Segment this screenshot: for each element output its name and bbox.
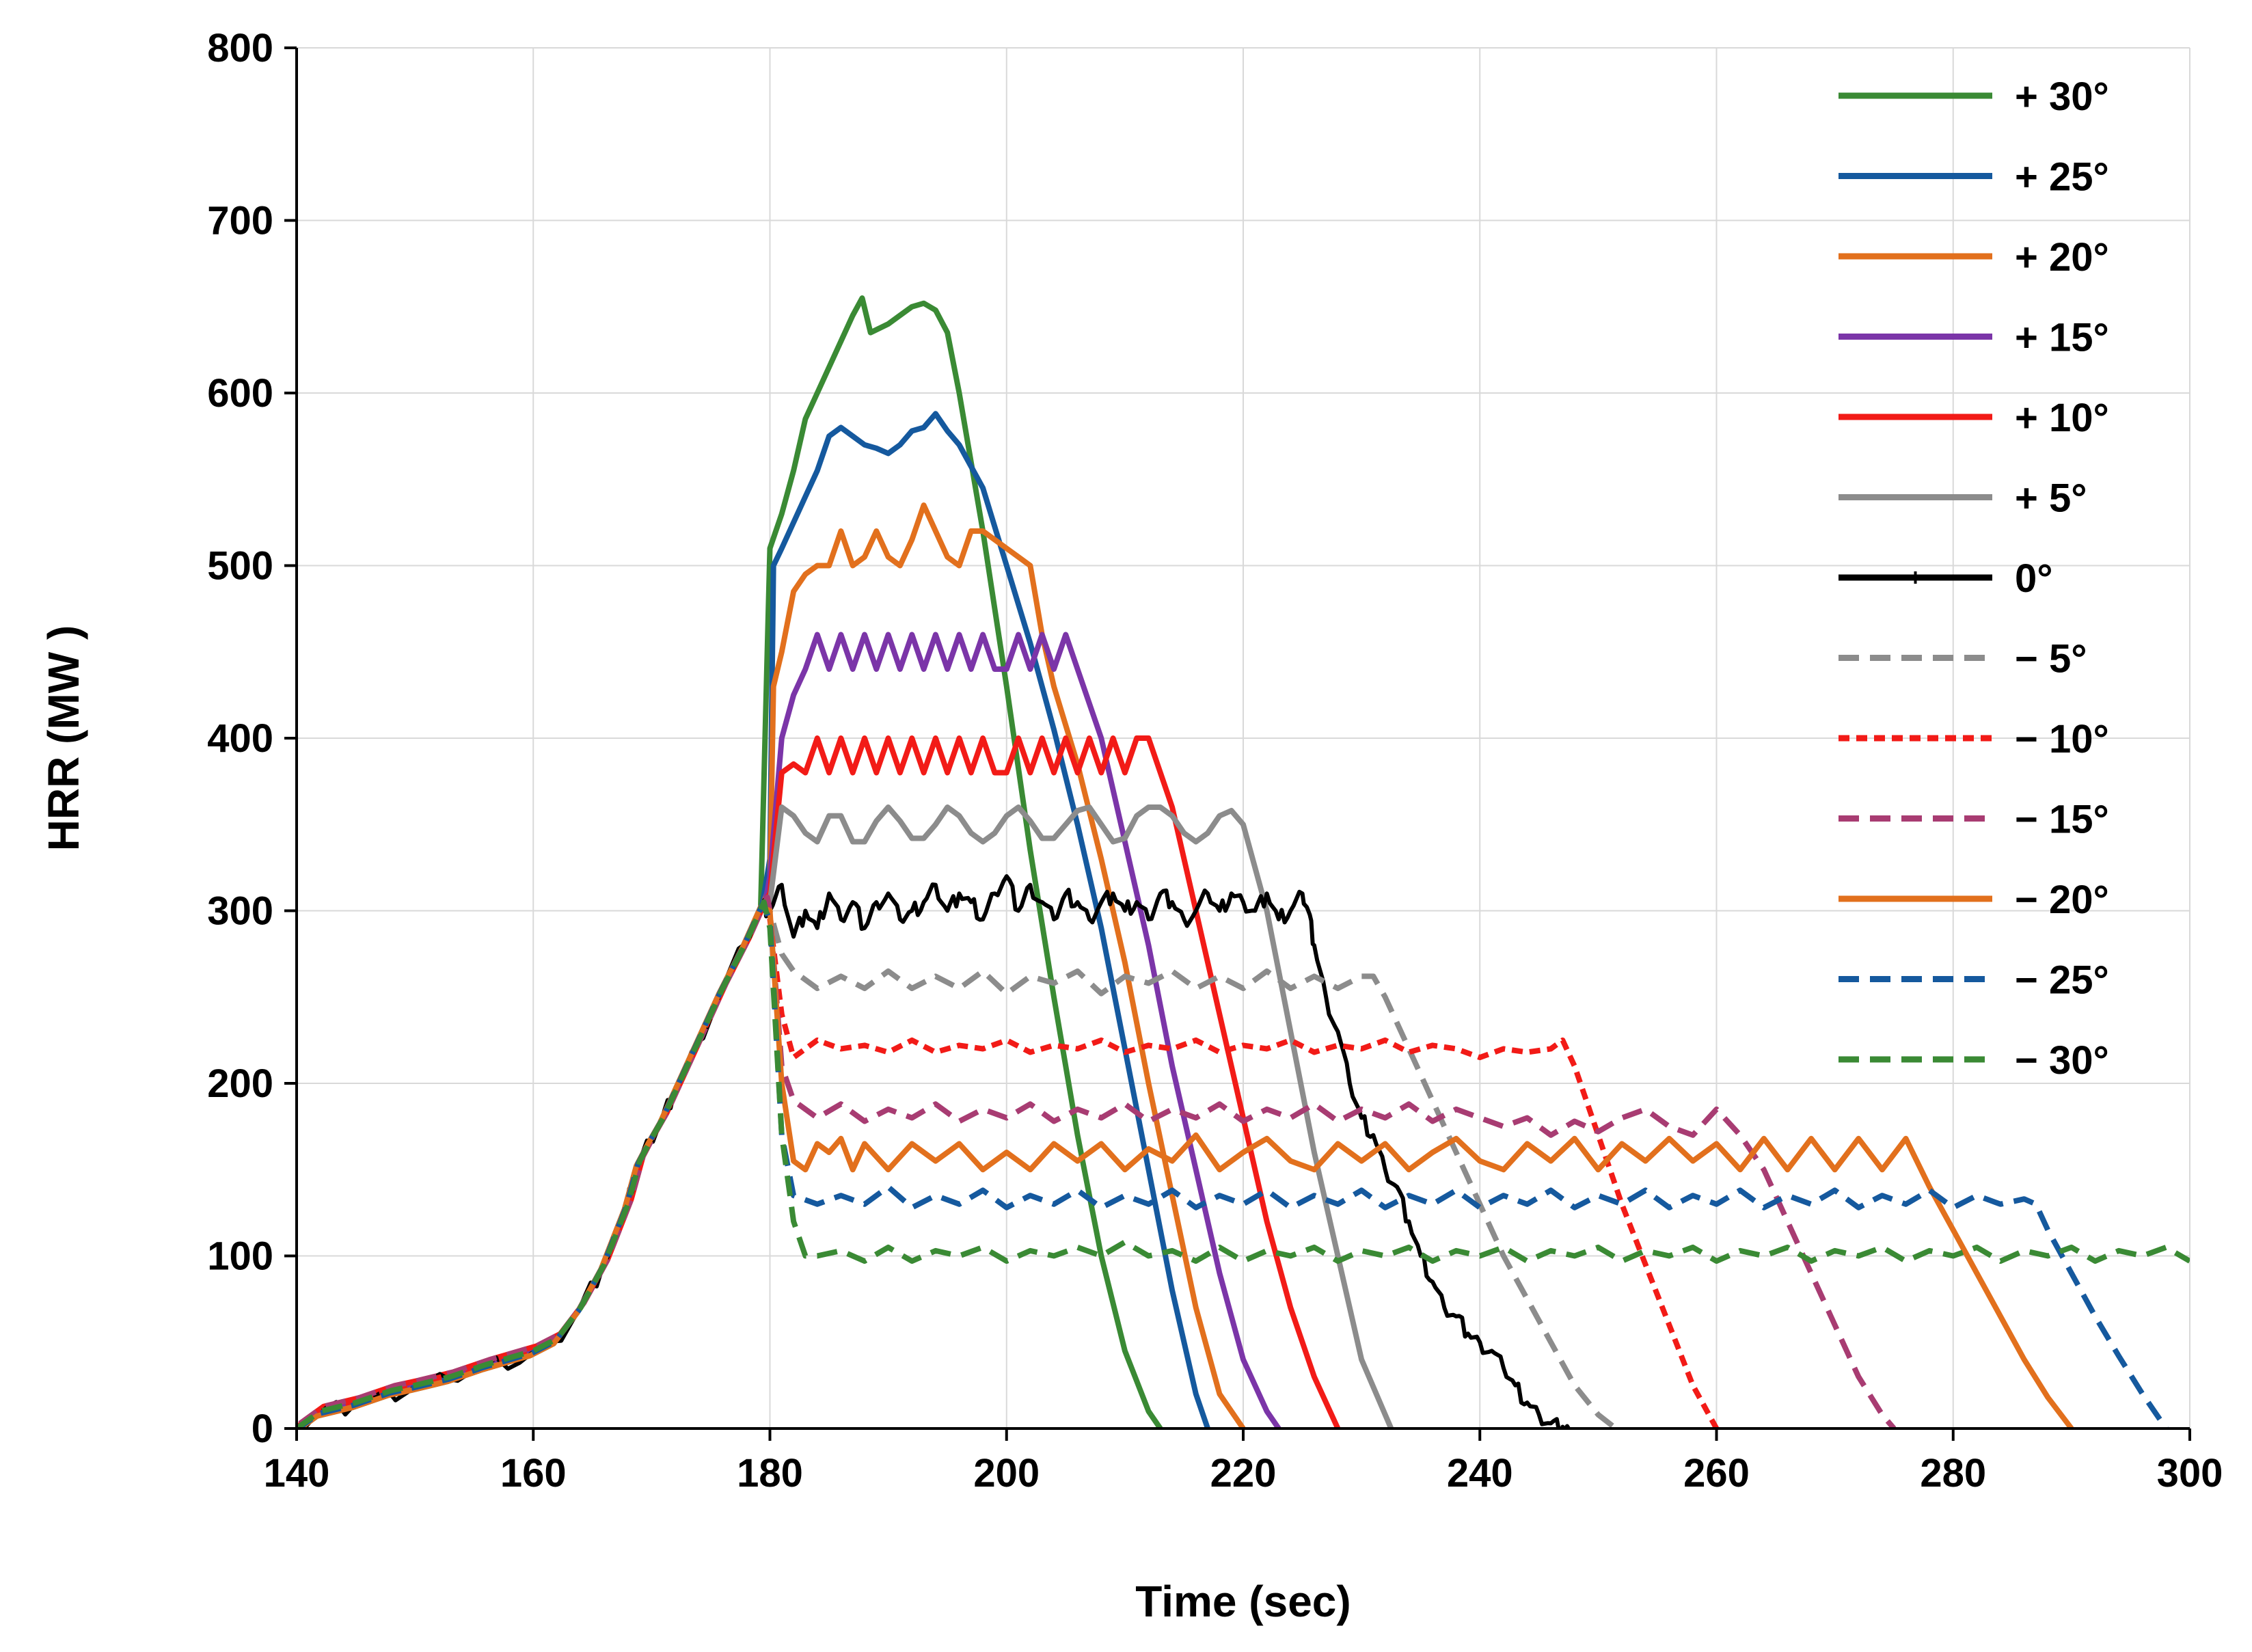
legend-label-minus-15: − 15° — [2015, 798, 2109, 842]
legend-label-plus-10: + 10° — [2015, 396, 2109, 440]
legend-label-0: 0° — [2015, 556, 2052, 601]
legend-label-plus-30: + 30° — [2015, 75, 2109, 119]
legend-label-minus-30: − 30° — [2015, 1038, 2109, 1083]
y-tick-label-700: 700 — [207, 199, 273, 243]
y-tick-label-800: 800 — [207, 26, 273, 70]
y-tick-label-100: 100 — [207, 1234, 273, 1279]
axis-layer — [284, 46, 2191, 1441]
y-tick-label-600: 600 — [207, 371, 273, 416]
y-tick-label-500: 500 — [207, 544, 273, 588]
y-tick-label-300: 300 — [207, 889, 273, 934]
tick-label-layer: 140 160 180 200 220 240 260 280 300 0 100 200 300 400… — [207, 26, 2223, 1495]
x-tick-label-160: 160 — [500, 1451, 567, 1495]
y-tick-label-400: 400 — [207, 716, 273, 761]
x-tick-label-280: 280 — [1920, 1451, 1986, 1495]
legend: + 30° + 25° + 20° + 15° + 10° + 5° 0° − 5° − 10°… — [1839, 75, 2109, 1083]
y-tick-label-0: 0 — [252, 1407, 273, 1451]
legend-label-minus-25: − 25° — [2015, 958, 2109, 1003]
x-tick-label-240: 240 — [1447, 1451, 1513, 1495]
legend-label-minus-20: − 20° — [2015, 878, 2109, 922]
legend-label-plus-5: + 5° — [2015, 476, 2087, 521]
legend-label-minus-5: − 5° — [2015, 637, 2087, 681]
series-line-minus-10 — [297, 897, 1720, 1428]
x-axis-title: Time (sec) — [1135, 1577, 1351, 1626]
x-tick-label-140: 140 — [264, 1451, 330, 1495]
legend-label-plus-15: + 15° — [2015, 316, 2109, 360]
series-line-plus-5 — [297, 804, 1394, 1428]
series-line-minus-30 — [297, 899, 2190, 1428]
legend-label-plus-20: + 20° — [2015, 235, 2109, 280]
x-tick-label-260: 260 — [1683, 1451, 1750, 1495]
legend-label-minus-10: − 10° — [2015, 717, 2109, 761]
series-line-plus-30 — [297, 295, 1163, 1428]
series-layer — [297, 295, 2190, 1428]
y-tick-label-200: 200 — [207, 1061, 273, 1106]
x-tick-label-220: 220 — [1210, 1451, 1277, 1495]
x-tick-label-180: 180 — [737, 1451, 803, 1495]
x-tick-label-200: 200 — [973, 1451, 1040, 1495]
y-axis-title: HRR (MW ) — [39, 625, 88, 852]
series-line-minus-20 — [297, 904, 2074, 1428]
legend-label-plus-25: + 25° — [2015, 155, 2109, 200]
x-tick-label-300: 300 — [2157, 1451, 2223, 1495]
